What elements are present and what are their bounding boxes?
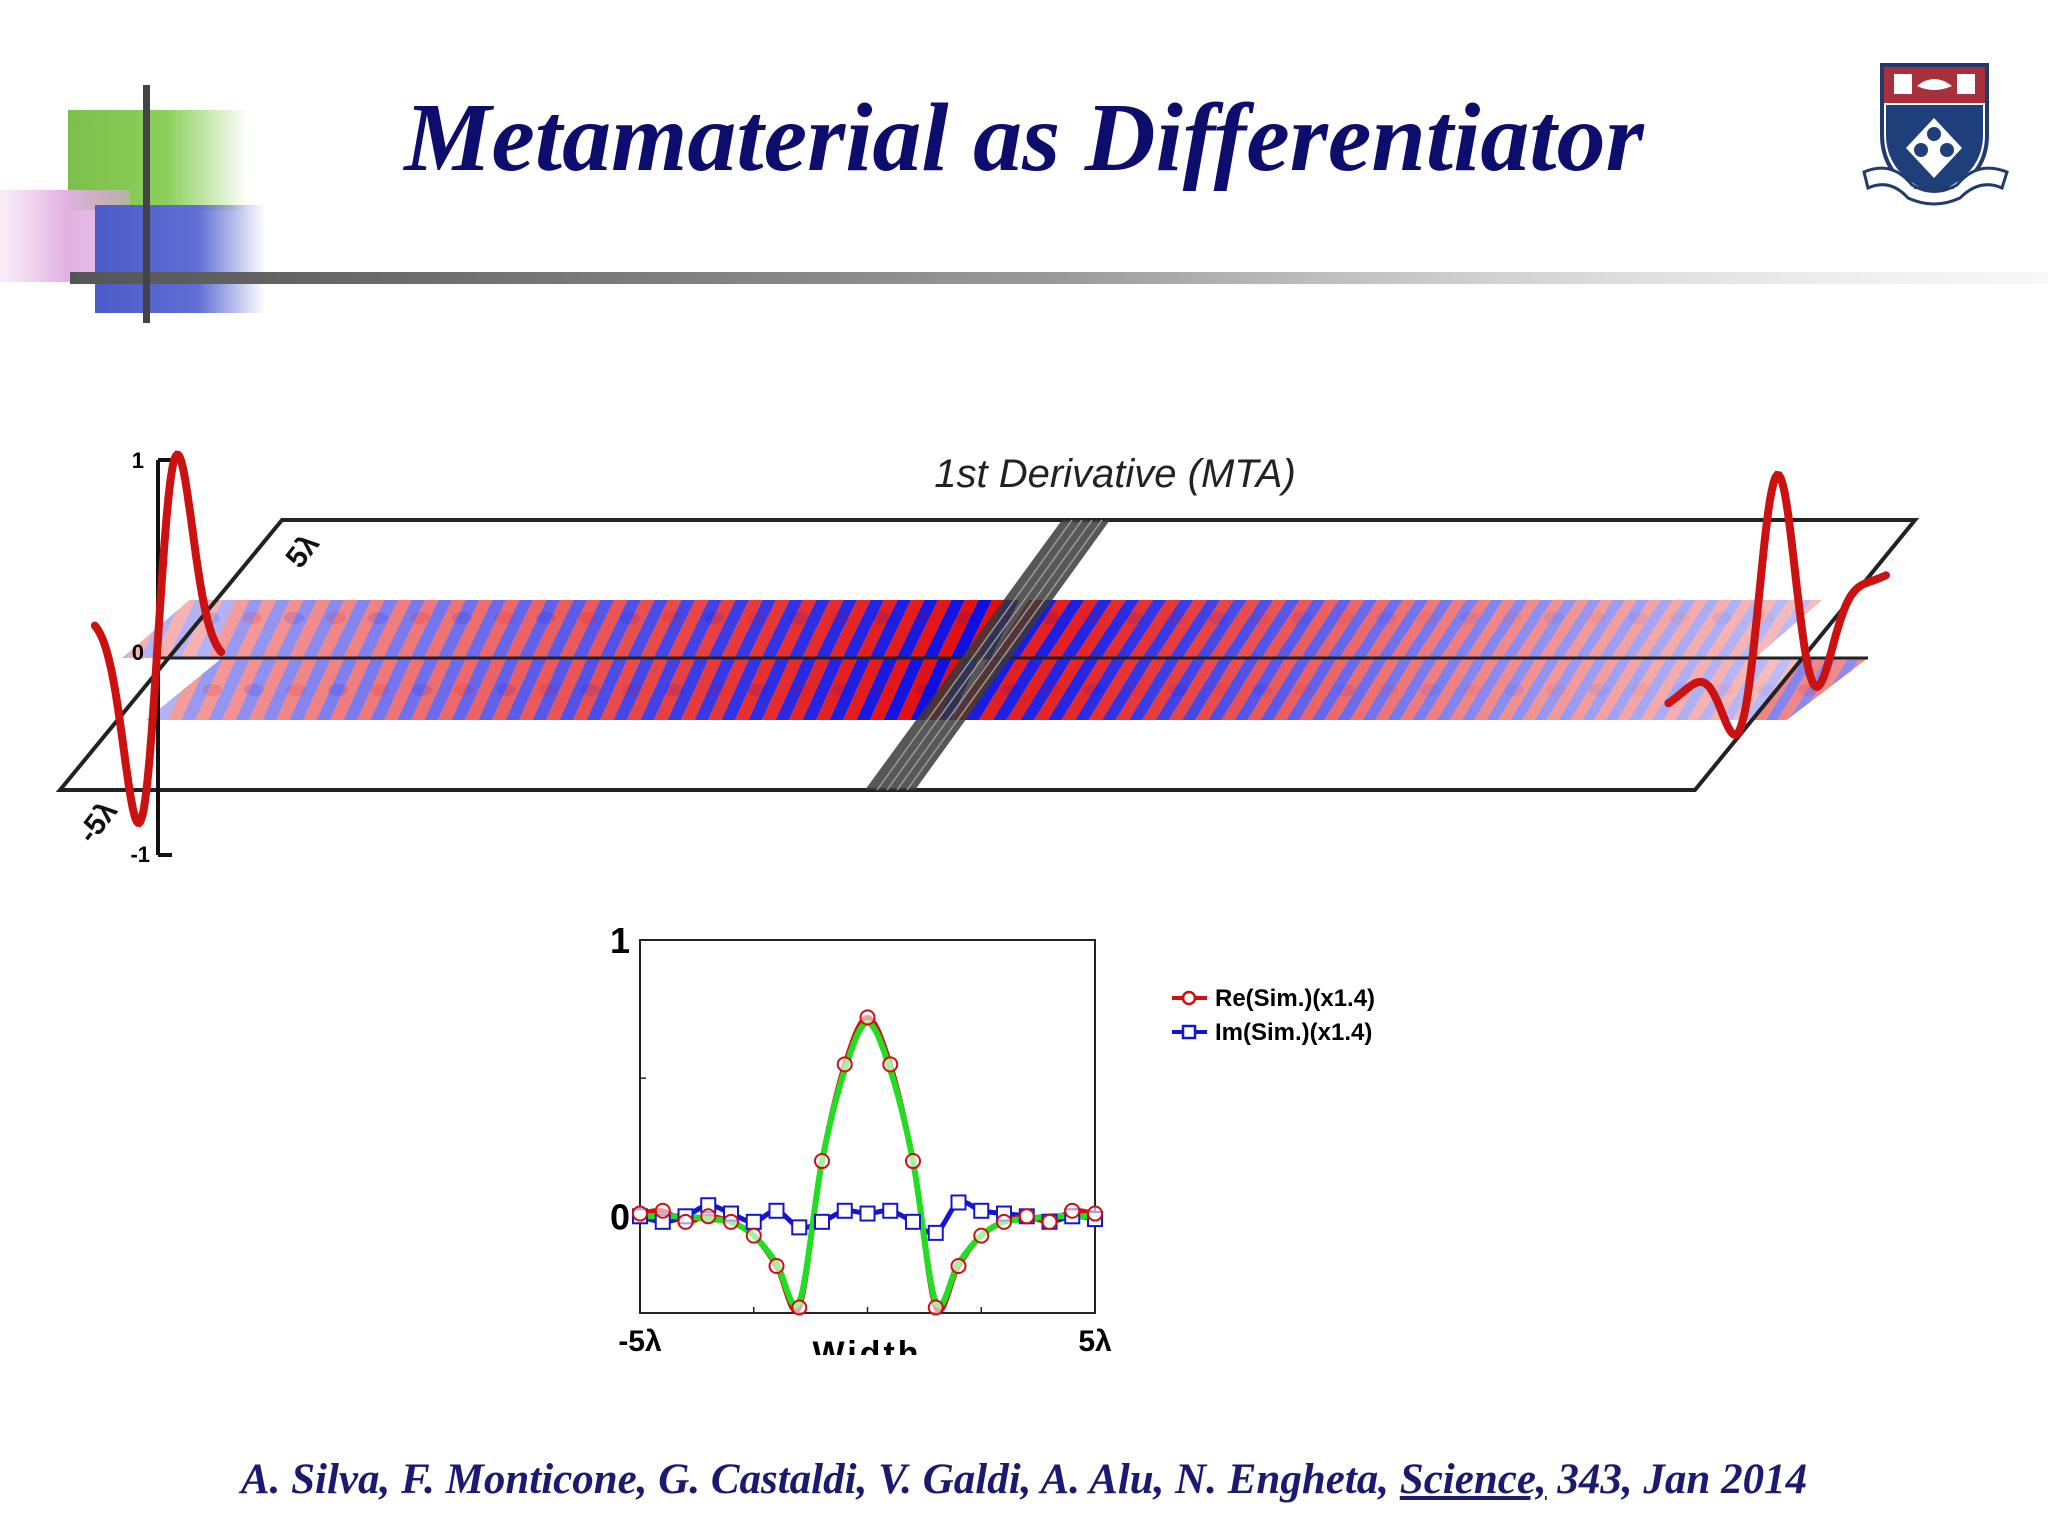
x-axis-label: Width (812, 1335, 921, 1355)
im-marker (927, 1224, 944, 1241)
output-profile-curve (1664, 470, 1890, 739)
y-tick-label-0: 0 (610, 1196, 630, 1237)
line-chart: 1 0 -5λ 5λ Width Re(Sim.)(x1.4) Im(Sim.)… (610, 920, 1375, 1355)
im-marker (905, 1213, 921, 1230)
re-marker (1087, 1205, 1103, 1222)
im-marker (768, 1202, 785, 1219)
legend-marker-re (1181, 990, 1197, 1006)
legend-marker-im (1181, 1024, 1197, 1040)
field-plot-title: 1st Derivative (MTA) (934, 452, 1296, 496)
y-tick-label-1: 1 (610, 920, 630, 961)
re-marker (814, 1153, 830, 1170)
re-marker (927, 1299, 944, 1316)
x-tick-label-max: 5λ (1078, 1325, 1112, 1355)
university-shield-crest-icon (1862, 63, 2009, 206)
re-marker (1041, 1213, 1058, 1230)
edge-label-bottom: -5λ (72, 795, 125, 850)
field-tick-neg1: -1 (130, 842, 150, 867)
im-marker (745, 1213, 762, 1230)
x-tick-label-min: -5λ (618, 1325, 662, 1355)
re-marker (859, 1009, 876, 1026)
re-marker (745, 1227, 762, 1244)
re-marker (723, 1213, 739, 1230)
re-marker (905, 1153, 921, 1170)
im-marker (882, 1202, 899, 1219)
legend-label-im: Im(Sim.)(x1.4) (1215, 1019, 1372, 1046)
input-profile-curve (90, 450, 226, 828)
citation-details: 343, Jan 2014 (1546, 1456, 1808, 1503)
re-marker (973, 1227, 990, 1244)
legend-label-re: Re(Sim.)(x1.4) (1215, 985, 1375, 1012)
chart-frame (639, 939, 1096, 1314)
im-marker (950, 1194, 967, 1211)
chart-legend: Re(Sim.)(x1.4) Im(Sim.)(x1.4) (1172, 985, 1375, 1046)
re-marker (768, 1258, 785, 1275)
slide-title: Metamaterial as Differentiator (404, 84, 1644, 192)
im-marker (791, 1219, 808, 1236)
citation-journal: Science, (1399, 1456, 1547, 1503)
re-marker (950, 1258, 967, 1275)
im-marker (814, 1213, 830, 1230)
im-marker (836, 1202, 853, 1219)
re-marker (1018, 1208, 1035, 1225)
re-marker (882, 1056, 899, 1073)
citation: A. Silva, F. Monticone, G. Castaldi, V. … (0, 1455, 2048, 1504)
field-tick-0: 0 (132, 640, 144, 665)
re-marker (700, 1208, 717, 1225)
re-marker (677, 1213, 694, 1230)
re-marker (791, 1299, 808, 1316)
re-marker (996, 1213, 1012, 1230)
citation-authors: A. Silva, F. Monticone, G. Castaldi, V. … (240, 1456, 1400, 1503)
im-marker (859, 1205, 876, 1222)
re-marker (632, 1205, 648, 1222)
field-tick-1: 1 (132, 448, 144, 473)
im-marker (973, 1202, 990, 1219)
re-marker (654, 1202, 671, 1219)
re-marker (1064, 1202, 1081, 1219)
re-marker (836, 1056, 853, 1073)
